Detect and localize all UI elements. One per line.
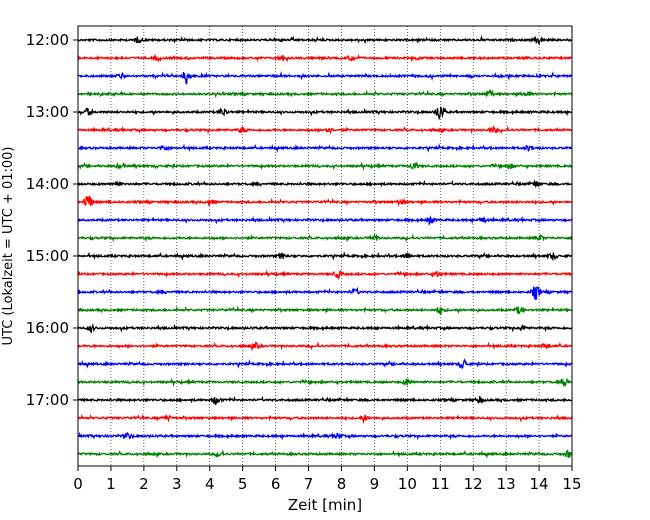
trace-14:15 [77, 195, 573, 207]
grid-lines [110, 26, 540, 466]
trace-13:15 [77, 124, 573, 135]
trace-15:45 [77, 305, 573, 316]
x-tick-label: 7 [304, 475, 314, 493]
trace-12:00 [77, 35, 573, 46]
trace-14:30 [77, 215, 573, 226]
x-tick-label: 8 [337, 475, 347, 493]
trace-12:30 [77, 70, 573, 85]
y-tick-label: 17:00 [26, 391, 69, 409]
y-axis-ticks: 12:00 13:00 14:00 15:00 16:00 17:00 [26, 31, 78, 409]
trace-15:30 [77, 286, 573, 301]
trace-13:30 [77, 143, 573, 153]
trace-17:45 [77, 448, 573, 459]
plot-frame [77, 25, 573, 467]
trace-12:45 [77, 89, 573, 99]
x-tick-label: 15 [562, 475, 581, 493]
x-tick-label: 10 [398, 475, 417, 493]
x-axis-label: Zeit [min] [288, 496, 362, 514]
y-tick-label: 13:00 [26, 103, 69, 121]
y-tick-label: 15:00 [26, 247, 69, 265]
x-tick-label: 13 [497, 475, 516, 493]
trace-14:45 [77, 233, 573, 243]
trace-16:00 [77, 323, 573, 334]
trace-15:15 [77, 269, 573, 280]
x-tick-label: 4 [205, 475, 215, 493]
y-tick-label: 16:00 [26, 319, 69, 337]
traces [77, 35, 573, 459]
trace-17:30 [77, 431, 573, 441]
trace-17:00 [77, 395, 573, 405]
x-tick-label: 1 [106, 475, 116, 493]
x-tick-label: 12 [464, 475, 483, 493]
x-axis-ticks: 0 1 2 3 4 5 6 7 8 9 10 11 12 13 14 15 [73, 466, 582, 493]
x-tick-label: 3 [172, 475, 182, 493]
trace-13:45 [77, 160, 573, 171]
y-tick-label: 14:00 [26, 175, 69, 193]
x-tick-label: 2 [139, 475, 149, 493]
trace-17:15 [77, 413, 573, 425]
trace-16:15 [77, 341, 573, 352]
trace-16:30 [77, 358, 573, 370]
x-tick-label: 0 [73, 475, 83, 493]
trace-15:00 [77, 251, 573, 262]
y-axis-label: UTC (Lokalzeit = UTC + 01:00) [1, 147, 16, 346]
trace-13:00 [77, 106, 573, 121]
x-tick-label: 5 [238, 475, 248, 493]
trace-16:45 [77, 377, 573, 388]
trace-14:00 [77, 179, 573, 189]
x-tick-label: 14 [530, 475, 549, 493]
x-tick-label: 11 [431, 475, 450, 493]
x-tick-label: 9 [370, 475, 380, 493]
x-tick-label: 6 [271, 475, 281, 493]
trace-12:15 [77, 53, 573, 63]
y-tick-label: 12:00 [26, 31, 69, 49]
